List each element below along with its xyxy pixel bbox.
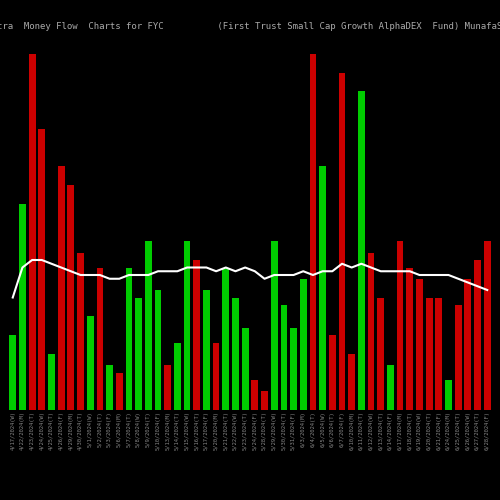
Bar: [338, 72, 345, 410]
Bar: [174, 342, 181, 410]
Bar: [455, 305, 462, 410]
Bar: [232, 298, 239, 410]
Title: MunafaSutra  Money Flow  Charts for FYC          (First Trust Small Cap Growth A: MunafaSutra Money Flow Charts for FYC (F…: [0, 22, 500, 32]
Bar: [368, 252, 374, 410]
Bar: [222, 268, 229, 410]
Bar: [271, 242, 278, 410]
Bar: [445, 380, 452, 410]
Bar: [416, 278, 423, 410]
Bar: [126, 268, 132, 410]
Bar: [164, 365, 171, 410]
Bar: [348, 354, 355, 410]
Bar: [406, 268, 413, 410]
Bar: [10, 335, 16, 410]
Bar: [184, 242, 190, 410]
Bar: [280, 305, 287, 410]
Bar: [77, 252, 84, 410]
Bar: [474, 260, 481, 410]
Bar: [212, 342, 220, 410]
Bar: [203, 290, 210, 410]
Bar: [329, 335, 336, 410]
Bar: [396, 242, 404, 410]
Bar: [378, 298, 384, 410]
Bar: [484, 242, 490, 410]
Bar: [87, 316, 94, 410]
Bar: [310, 54, 316, 410]
Bar: [319, 166, 326, 410]
Bar: [252, 380, 258, 410]
Bar: [96, 268, 103, 410]
Bar: [135, 298, 142, 410]
Bar: [154, 290, 162, 410]
Bar: [19, 204, 26, 410]
Bar: [145, 242, 152, 410]
Bar: [290, 328, 297, 410]
Bar: [38, 128, 45, 410]
Bar: [28, 54, 35, 410]
Bar: [106, 365, 113, 410]
Bar: [387, 365, 394, 410]
Bar: [358, 91, 365, 410]
Bar: [194, 260, 200, 410]
Bar: [300, 278, 306, 410]
Bar: [48, 354, 55, 410]
Bar: [242, 328, 248, 410]
Bar: [436, 298, 442, 410]
Bar: [58, 166, 64, 410]
Bar: [426, 298, 432, 410]
Bar: [261, 391, 268, 410]
Bar: [464, 278, 471, 410]
Bar: [116, 372, 122, 410]
Bar: [68, 185, 74, 410]
